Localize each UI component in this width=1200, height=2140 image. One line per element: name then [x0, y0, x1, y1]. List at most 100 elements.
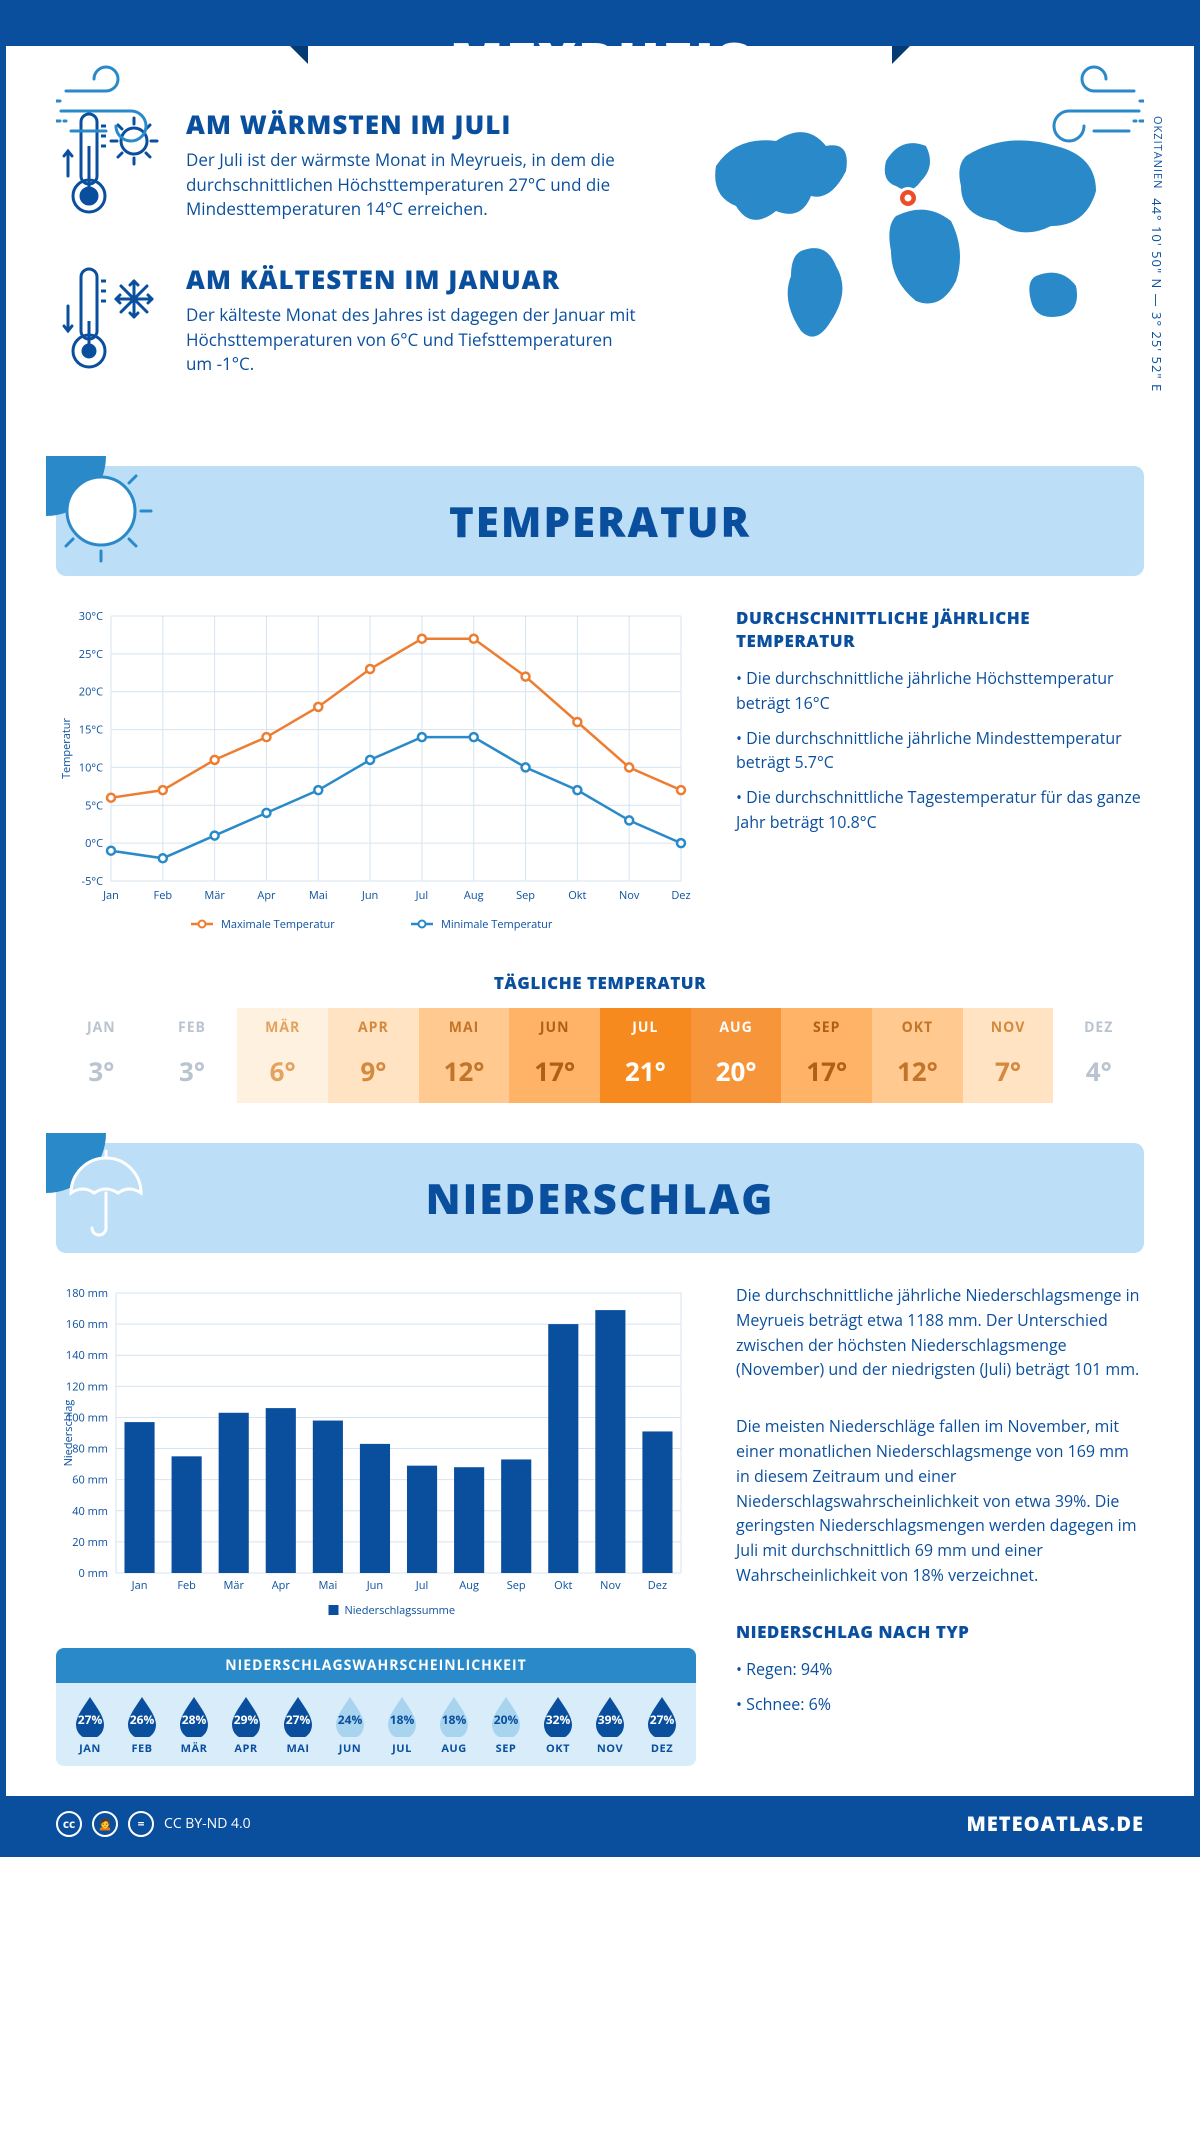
svg-text:40 mm: 40 mm: [72, 1504, 108, 1519]
svg-text:160 mm: 160 mm: [66, 1317, 108, 1332]
precipitation-row: 0 mm20 mm40 mm60 mm80 mm100 mm120 mm140 …: [6, 1283, 1194, 1766]
svg-text:180 mm: 180 mm: [66, 1286, 108, 1301]
svg-text:140 mm: 140 mm: [66, 1348, 108, 1363]
precip-probability-box: NIEDERSCHLAGSWAHRSCHEINLICHKEIT 27%JAN26…: [56, 1648, 696, 1766]
daily-cell: APR9°: [328, 1008, 419, 1103]
daily-cell: AUG20°: [691, 1008, 782, 1103]
svg-text:Okt: Okt: [554, 1578, 572, 1593]
prob-item: 27%JAN: [64, 1695, 116, 1756]
daily-cell: MAI12°: [419, 1008, 510, 1103]
svg-text:120 mm: 120 mm: [66, 1379, 108, 1394]
svg-text:Mär: Mär: [223, 1578, 244, 1593]
sun-icon: [46, 456, 166, 576]
svg-text:Jun: Jun: [361, 888, 378, 903]
precip-type-list: Regen: 94%Schnee: 6%: [736, 1657, 1144, 1717]
svg-text:Jun: Jun: [366, 1578, 383, 1593]
header-band: MEYRUEIS FRANKREICH: [6, 6, 1194, 46]
precipitation-bar-chart: 0 mm20 mm40 mm60 mm80 mm100 mm120 mm140 …: [56, 1283, 696, 1623]
nd-icon: =: [128, 1811, 154, 1837]
temperature-line-chart: -5°C0°C5°C10°C15°C20°C25°C30°CJanFebMärA…: [56, 606, 696, 936]
title-ribbon: MEYRUEIS FRANKREICH: [290, 6, 910, 46]
prob-body: 27%JAN26%FEB28%MÄR29%APR27%MAI24%JUN18%J…: [56, 1683, 696, 1766]
coordinates: OKZITANIEN 44° 10' 50" N — 3° 25' 52" E: [1148, 116, 1166, 392]
precip-para-1: Die durchschnittliche jährliche Niedersc…: [736, 1283, 1144, 1382]
svg-text:Nov: Nov: [619, 888, 640, 903]
section-title: NIEDERSCHLAG: [426, 1170, 775, 1227]
svg-text:30°C: 30°C: [79, 609, 103, 624]
svg-text:15°C: 15°C: [79, 723, 103, 738]
wind-icon: [56, 56, 186, 166]
prob-item: 32%OKT: [532, 1695, 584, 1756]
daily-cell: MÄR6°: [237, 1008, 328, 1103]
svg-text:Dez: Dez: [648, 1578, 667, 1593]
header-area: MEYRUEIS FRANKREICH: [6, 6, 1194, 446]
daily-cell: JUL21°: [600, 1008, 691, 1103]
prob-item: 20%SEP: [480, 1695, 532, 1756]
prob-item: 18%JUL: [376, 1695, 428, 1756]
prob-item: 18%AUG: [428, 1695, 480, 1756]
svg-text:Okt: Okt: [568, 888, 586, 903]
daily-cell: DEZ4°: [1053, 1008, 1144, 1103]
daily-cell: OKT12°: [872, 1008, 963, 1103]
thermometer-snow-icon: [56, 261, 166, 381]
svg-text:0°C: 0°C: [85, 836, 103, 851]
daily-cell: SEP17°: [781, 1008, 872, 1103]
temp-summary-heading: DURCHSCHNITTLICHE JÄHRLICHE TEMPERATUR: [736, 606, 1144, 652]
svg-text:20 mm: 20 mm: [72, 1535, 108, 1550]
cc-icon: cc: [56, 1811, 82, 1837]
prob-item: 24%JUN: [324, 1695, 376, 1756]
license: cc 🙍 = CC BY-ND 4.0: [56, 1811, 251, 1837]
temp-bullet-list: Die durchschnittliche jährliche Höchstte…: [736, 666, 1144, 835]
prob-title: NIEDERSCHLAGSWAHRSCHEINLICHKEIT: [56, 1648, 696, 1683]
fact-cold-title: AM KÄLTESTEN IM JANUAR: [186, 261, 638, 297]
svg-text:Aug: Aug: [464, 888, 484, 903]
svg-text:Niederschlag: Niederschlag: [61, 1400, 76, 1467]
precipitation-summary: Die durchschnittliche jährliche Niedersc…: [736, 1283, 1144, 1766]
prob-item: 39%NOV: [584, 1695, 636, 1756]
svg-text:25°C: 25°C: [79, 647, 103, 662]
prob-item: 28%MÄR: [168, 1695, 220, 1756]
daily-cell: JAN3°: [56, 1008, 147, 1103]
section-title: TEMPERATUR: [449, 493, 751, 550]
svg-text:Apr: Apr: [257, 888, 276, 903]
svg-text:Temperatur: Temperatur: [59, 717, 74, 779]
prob-item: 27%DEZ: [636, 1695, 688, 1756]
umbrella-icon: [46, 1133, 166, 1253]
svg-text:Jul: Jul: [415, 888, 428, 903]
svg-text:Sep: Sep: [516, 888, 535, 903]
daily-cell: FEB3°: [147, 1008, 238, 1103]
daily-temp-title: TÄGLICHE TEMPERATUR: [6, 971, 1194, 994]
precip-type-heading: NIEDERSCHLAG NACH TYP: [736, 1620, 1144, 1643]
footer: cc 🙍 = CC BY-ND 4.0 METEOATLAS.DE: [6, 1796, 1194, 1851]
prob-item: 27%MAI: [272, 1695, 324, 1756]
world-map-area: OKZITANIEN 44° 10' 50" N — 3° 25' 52" E: [668, 106, 1144, 416]
svg-text:Mai: Mai: [318, 1578, 337, 1593]
svg-text:60 mm: 60 mm: [72, 1473, 108, 1488]
svg-text:Jul: Jul: [415, 1578, 428, 1593]
svg-text:5°C: 5°C: [85, 798, 103, 813]
svg-text:Nov: Nov: [600, 1578, 621, 1593]
fact-coldest: AM KÄLTESTEN IM JANUAR Der kälteste Mona…: [56, 261, 638, 386]
svg-text:Mär: Mär: [204, 888, 225, 903]
svg-text:Minimale Temperatur: Minimale Temperatur: [441, 917, 553, 932]
svg-text:10°C: 10°C: [79, 760, 103, 775]
temperature-row: -5°C0°C5°C10°C15°C20°C25°C30°CJanFebMärA…: [6, 606, 1194, 941]
world-map-icon: [686, 106, 1126, 366]
svg-text:Niederschlagssumme: Niederschlagssumme: [345, 1603, 456, 1618]
svg-text:Apr: Apr: [272, 1578, 291, 1593]
by-icon: 🙍: [92, 1811, 118, 1837]
section-banner-precipitation: NIEDERSCHLAG: [56, 1143, 1144, 1253]
license-text: CC BY-ND 4.0: [164, 1814, 251, 1833]
prob-item: 26%FEB: [116, 1695, 168, 1756]
daily-temp-table: JAN3°FEB3°MÄR6°APR9°MAI12°JUN17°JUL21°AU…: [56, 1008, 1144, 1103]
svg-text:0 mm: 0 mm: [78, 1566, 108, 1581]
svg-text:Jan: Jan: [131, 1578, 148, 1593]
temperature-summary: DURCHSCHNITTLICHE JÄHRLICHE TEMPERATUR D…: [736, 606, 1144, 941]
svg-text:Mai: Mai: [309, 888, 328, 903]
fact-warm-text: Der Juli ist der wärmste Monat in Meyrue…: [186, 148, 638, 222]
svg-text:80 mm: 80 mm: [72, 1442, 108, 1457]
daily-cell: NOV7°: [963, 1008, 1054, 1103]
section-banner-temperature: TEMPERATUR: [56, 466, 1144, 576]
svg-text:Dez: Dez: [671, 888, 690, 903]
svg-text:Feb: Feb: [154, 888, 173, 903]
